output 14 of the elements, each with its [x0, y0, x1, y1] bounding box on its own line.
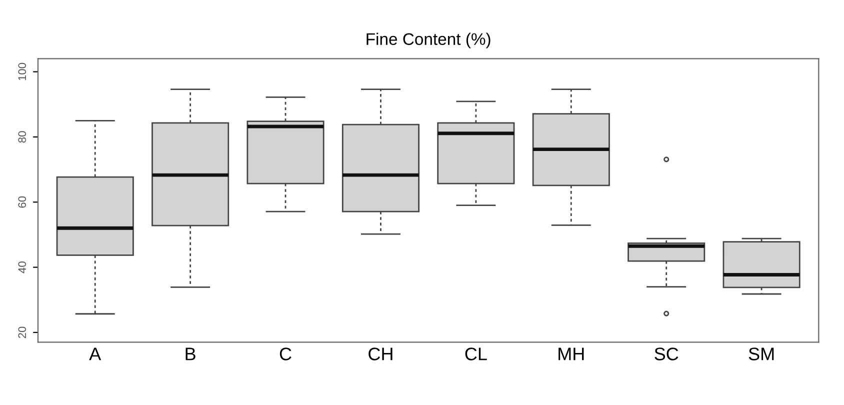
x-tick-label: C: [280, 348, 292, 360]
x-tick-label: A: [89, 348, 102, 360]
x-tick-label: B: [186, 348, 196, 360]
x-tick-label: SC: [654, 348, 678, 360]
chart-title: Fine Content (%): [366, 32, 490, 48]
y-tick-label: 40: [18, 262, 26, 274]
y-tick-label: 60: [18, 196, 26, 208]
x-tick-label: CH: [368, 348, 392, 360]
y-tick-label: 100: [18, 62, 26, 80]
y-tick-label: 80: [18, 131, 26, 143]
y-tick-label: 20: [18, 326, 26, 338]
x-tick-label: MH: [558, 348, 584, 360]
x-tick-label: CL: [465, 348, 487, 360]
x-tick-label: SM: [748, 348, 774, 360]
